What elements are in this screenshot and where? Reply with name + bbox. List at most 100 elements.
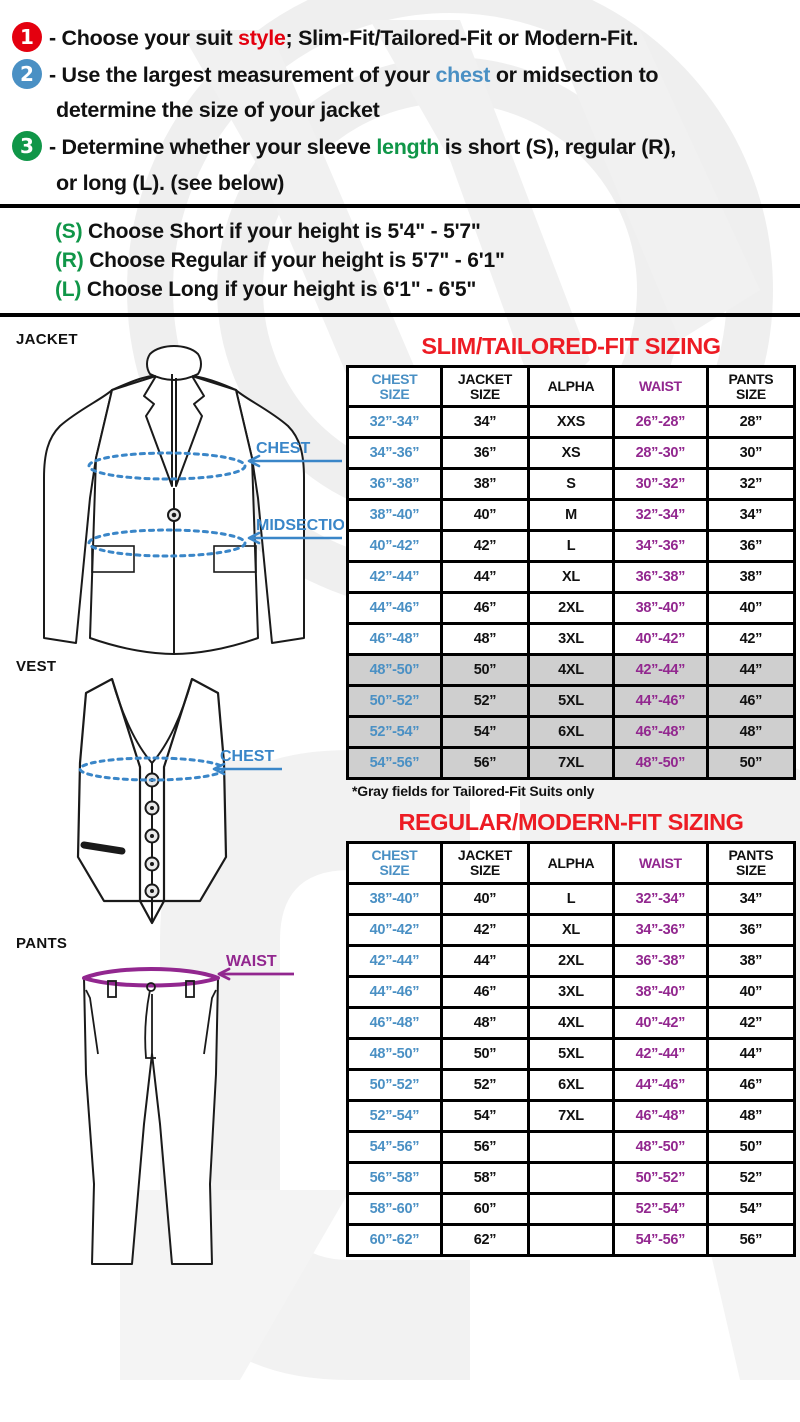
cell-pants-size: 46” (705, 684, 797, 719)
height-guide-row-regular: (R) Choose Regular if your height is 5'7… (55, 247, 800, 276)
cell-alpha (527, 1223, 615, 1257)
instruction-pre: Use the largest measurement of your (55, 63, 436, 88)
divider-bottom (0, 312, 800, 317)
cell-jacket-size: 44” (439, 944, 531, 978)
cell-chest-size: 46”-48” (346, 1006, 443, 1040)
cell-waist: 30”-32” (611, 467, 709, 502)
header-alpha: ALPHA (527, 364, 615, 409)
cell-jacket-size: 58” (439, 1161, 531, 1195)
continuation-text: or long (L). (56, 170, 165, 195)
cell-alpha (527, 1161, 615, 1195)
header-chest-size: CHEST SIZE (346, 364, 443, 409)
cell-waist: 28”-30” (611, 436, 709, 471)
cell-jacket-size: 56” (439, 1130, 531, 1164)
jacket-chest-callout-label: CHEST (256, 440, 310, 457)
table-row: 32”-34” 34” XXS 26”-28” 28” (346, 405, 797, 440)
cell-alpha: 6XL (527, 715, 615, 750)
cell-alpha (527, 1130, 615, 1164)
regular-tag: (R) (55, 248, 84, 272)
regular-table-title: REGULAR/MODERN-FIT SIZING (398, 809, 744, 836)
table-row: 44”-46” 46” 2XL 38”-40” 40” (346, 591, 797, 626)
cell-jacket-size: 38” (439, 467, 531, 502)
cell-chest-size: 46”-48” (346, 622, 443, 657)
instruction-item-3: 3 - Determine whether your sleeve length… (12, 131, 790, 162)
instruction-highlight: length (376, 135, 440, 160)
table-header-row: CHEST SIZE JACKET SIZE ALPHA WAIST PANTS SI… (346, 841, 797, 885)
cell-pants-size: 28” (705, 405, 797, 440)
cell-chest-size: 48”-50” (346, 1037, 443, 1071)
cell-alpha (527, 1192, 615, 1226)
dash: - (49, 63, 56, 88)
cell-waist: 42”-44” (611, 653, 709, 688)
cell-jacket-size: 52” (439, 1068, 531, 1102)
table-row: 56”-58” 58” 50”-52” 52” (346, 1161, 797, 1195)
instruction-post: is short (S), regular (R), (439, 135, 676, 160)
pants-figure-block: PANTS (4, 935, 344, 1284)
instruction-item-1: 1 - Choose your suit style; Slim-Fit/Tai… (12, 22, 790, 52)
instruction-continuation-2: determine the size of your jacket (56, 98, 380, 123)
cell-waist: 36”-38” (611, 944, 709, 978)
cell-jacket-size: 50” (439, 653, 531, 688)
jacket-label: JACKET (16, 330, 78, 348)
cell-waist: 38”-40” (611, 975, 709, 1009)
table-row: 40”-42” 42” L 34”-36” 36” (346, 529, 797, 564)
cell-chest-size: 34”-36” (346, 436, 443, 471)
cell-chest-size: 52”-54” (346, 715, 443, 750)
cell-alpha: 4XL (527, 653, 615, 688)
cell-alpha: XL (527, 913, 615, 947)
cell-waist: 48”-50” (611, 1130, 709, 1164)
short-tag: (S) (55, 219, 83, 243)
pants-label: PANTS (16, 934, 68, 952)
cell-waist: 40”-42” (611, 1006, 709, 1040)
cell-chest-size: 36”-38” (346, 467, 443, 502)
cell-chest-size: 40”-42” (346, 529, 443, 564)
slim-table-note: *Gray fields for Tailored-Fit Suits only (352, 783, 595, 800)
cell-chest-size: 54”-56” (346, 1130, 443, 1164)
cell-waist: 26”-28” (611, 405, 709, 440)
cell-chest-size: 38”-40” (346, 882, 443, 916)
instruction-continuation-3: or long (L). (see below) (12, 169, 790, 197)
cell-pants-size: 44” (705, 1037, 797, 1071)
cell-alpha: 4XL (527, 1006, 615, 1040)
main-content: JACKET (0, 329, 800, 1284)
cell-jacket-size: 42” (439, 913, 531, 947)
vest-chest-callout-label: CHEST (220, 748, 274, 765)
cell-chest-size: 40”-42” (346, 913, 443, 947)
cell-jacket-size: 44” (439, 560, 531, 595)
instruction-post: ; Slim-Fit/Tailored-Fit or Modern-Fit. (285, 26, 639, 50)
divider-top (0, 203, 800, 208)
cell-pants-size: 36” (705, 913, 797, 947)
cell-chest-size: 38”-40” (346, 498, 443, 533)
cell-chest-size: 48”-50” (346, 653, 443, 688)
vest-figure-block: VEST (4, 658, 344, 935)
cell-jacket-size: 36” (439, 436, 531, 471)
header-waist: WAIST (611, 364, 709, 409)
cell-jacket-size: 50” (439, 1037, 531, 1071)
instruction-text-2: - Use the largest measurement of your ch… (49, 59, 659, 89)
cell-chest-size: 54”-56” (346, 746, 443, 781)
height-guide-row-long: (L) Choose Long if your height is 6'1" -… (55, 276, 800, 305)
jacket-figure-block: JACKET (4, 331, 344, 658)
cell-alpha: 6XL (527, 1068, 615, 1102)
cell-pants-size: 30” (705, 436, 797, 471)
cell-waist: 32”-34” (611, 882, 709, 916)
instructions-section: 1 - Choose your suit style; Slim-Fit/Tai… (0, 0, 800, 197)
cell-jacket-size: 54” (439, 1099, 531, 1133)
instruction-post: or midsection to (490, 63, 659, 88)
tables-column: SLIM/TAILORED-FIT SIZING CHEST SIZE JACKE… (344, 329, 797, 1284)
cell-jacket-size: 46” (439, 591, 531, 626)
cell-chest-size: 32”-34” (346, 405, 443, 440)
header-jacket-size: JACKET SIZE (439, 364, 531, 409)
table-row: 38”-40” 40” M 32”-34” 34” (346, 498, 797, 533)
cell-chest-size: 42”-44” (346, 944, 443, 978)
cell-chest-size: 44”-46” (346, 591, 443, 626)
cell-waist: 38”-40” (611, 591, 709, 626)
cell-waist: 52”-54” (611, 1192, 709, 1226)
header-waist: WAIST (611, 841, 709, 885)
table-row: 36”-38” 38” S 30”-32” 32” (346, 467, 797, 502)
table-row: 48”-50” 50” 4XL 42”-44” 44” (346, 653, 797, 688)
cell-waist: 46”-48” (611, 715, 709, 750)
step-number-badge-1: 1 (12, 22, 42, 52)
cell-waist: 50”-52” (611, 1161, 709, 1195)
cell-chest-size: 44”-46” (346, 975, 443, 1009)
